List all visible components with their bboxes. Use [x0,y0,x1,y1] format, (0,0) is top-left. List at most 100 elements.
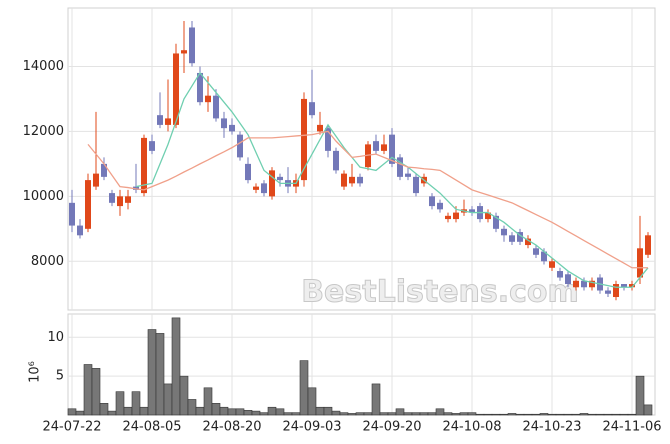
candle-body [181,50,187,54]
candle-body [333,150,339,171]
volume-bar [155,333,165,416]
candle-body [405,173,411,177]
volume-bar [347,413,357,416]
volume-offset-label: 10⁶ [28,361,43,383]
volume-bar [115,391,125,416]
volume-bar [331,410,341,416]
volume-bar [195,406,205,416]
candle-body [261,183,267,194]
candle-body [173,53,179,125]
candle-body [429,196,435,207]
volume-bar [387,412,397,416]
candle-body [389,134,395,164]
volume-bar [251,410,261,416]
candle-body [485,212,491,220]
x-tick-label: 24-10-23 [522,420,581,435]
candle-body [501,228,507,236]
volume-bar [555,413,565,416]
volume-bar [355,412,365,416]
volume-bar [275,408,285,416]
volume-bar [403,412,413,416]
volume-bar [523,413,533,416]
candle-body [149,141,155,151]
volume-bar [163,383,173,416]
volume-bar [219,406,229,416]
candle-body [213,95,219,119]
candle-body [229,124,235,132]
volume-bar [371,383,381,416]
volume-bar [379,412,389,416]
candle-body [85,180,91,229]
volume-bar [171,317,181,416]
candle-body [117,196,123,207]
volume-bar [563,413,573,416]
volume-bar [419,412,429,416]
volume-bar [587,413,597,416]
candle-body [533,248,539,255]
volume-bar [179,375,189,416]
candle-body [189,27,195,64]
candle-body [565,274,571,285]
volume-bar [99,403,109,416]
candle-body [357,176,363,184]
candle-body [301,98,307,181]
volume-bar [323,406,333,416]
candle-body [445,215,451,220]
volume-bar [411,412,421,416]
candle-body [517,232,523,242]
candle-body [77,225,83,236]
volume-bar [123,406,133,416]
candle-body [341,173,347,187]
moving-average-line [135,71,649,288]
candle-body [381,144,387,151]
candle-body [589,280,595,288]
volume-bar [243,410,253,416]
volume-bar [307,387,317,416]
volume-bar [107,410,117,416]
candle-body [157,115,163,125]
volume-bar [547,413,557,416]
candle-body [541,251,547,262]
candle-body [325,128,331,151]
candle-body [237,134,243,158]
x-tick-label: 24-11-06 [602,420,661,435]
candle-body [453,212,459,220]
x-tick-label: 24-08-05 [122,420,181,435]
y-tick-label: 10000 [23,189,64,204]
volume-tick-label: 5 [56,369,64,384]
candle-body [165,118,171,125]
volume-bar [467,412,477,416]
candle-body [645,235,651,255]
candle-body [101,163,107,177]
candle-body [437,202,443,210]
candle-body [253,186,259,190]
volume-bar [259,412,269,416]
y-tick-label: 12000 [23,124,64,139]
volume-bar [643,404,653,416]
volume-bar [539,413,549,416]
candle-body [469,209,475,213]
y-tick-label: 14000 [23,59,64,74]
volume-bar [91,368,101,416]
candle-body [413,176,419,194]
price-frame [67,7,656,311]
candle-body [309,102,315,116]
volume-bar [363,412,373,416]
volume-bar [483,413,493,416]
volume-bar [315,406,325,416]
candle-body [573,280,579,288]
x-tick-label: 24-07-22 [42,420,101,435]
volume-bar [451,413,461,416]
candle-body [581,280,587,288]
volume-bar [507,413,517,416]
candle-body [317,124,323,132]
volume-bar [235,408,245,416]
volume-bar [475,413,485,416]
volume-bar [75,410,85,416]
volume-bar [603,413,613,416]
volume-bar [627,413,637,416]
x-tick-label: 24-09-03 [282,420,341,435]
volume-bar [571,413,581,416]
volume-bar [203,387,213,416]
candle-body [125,196,131,203]
